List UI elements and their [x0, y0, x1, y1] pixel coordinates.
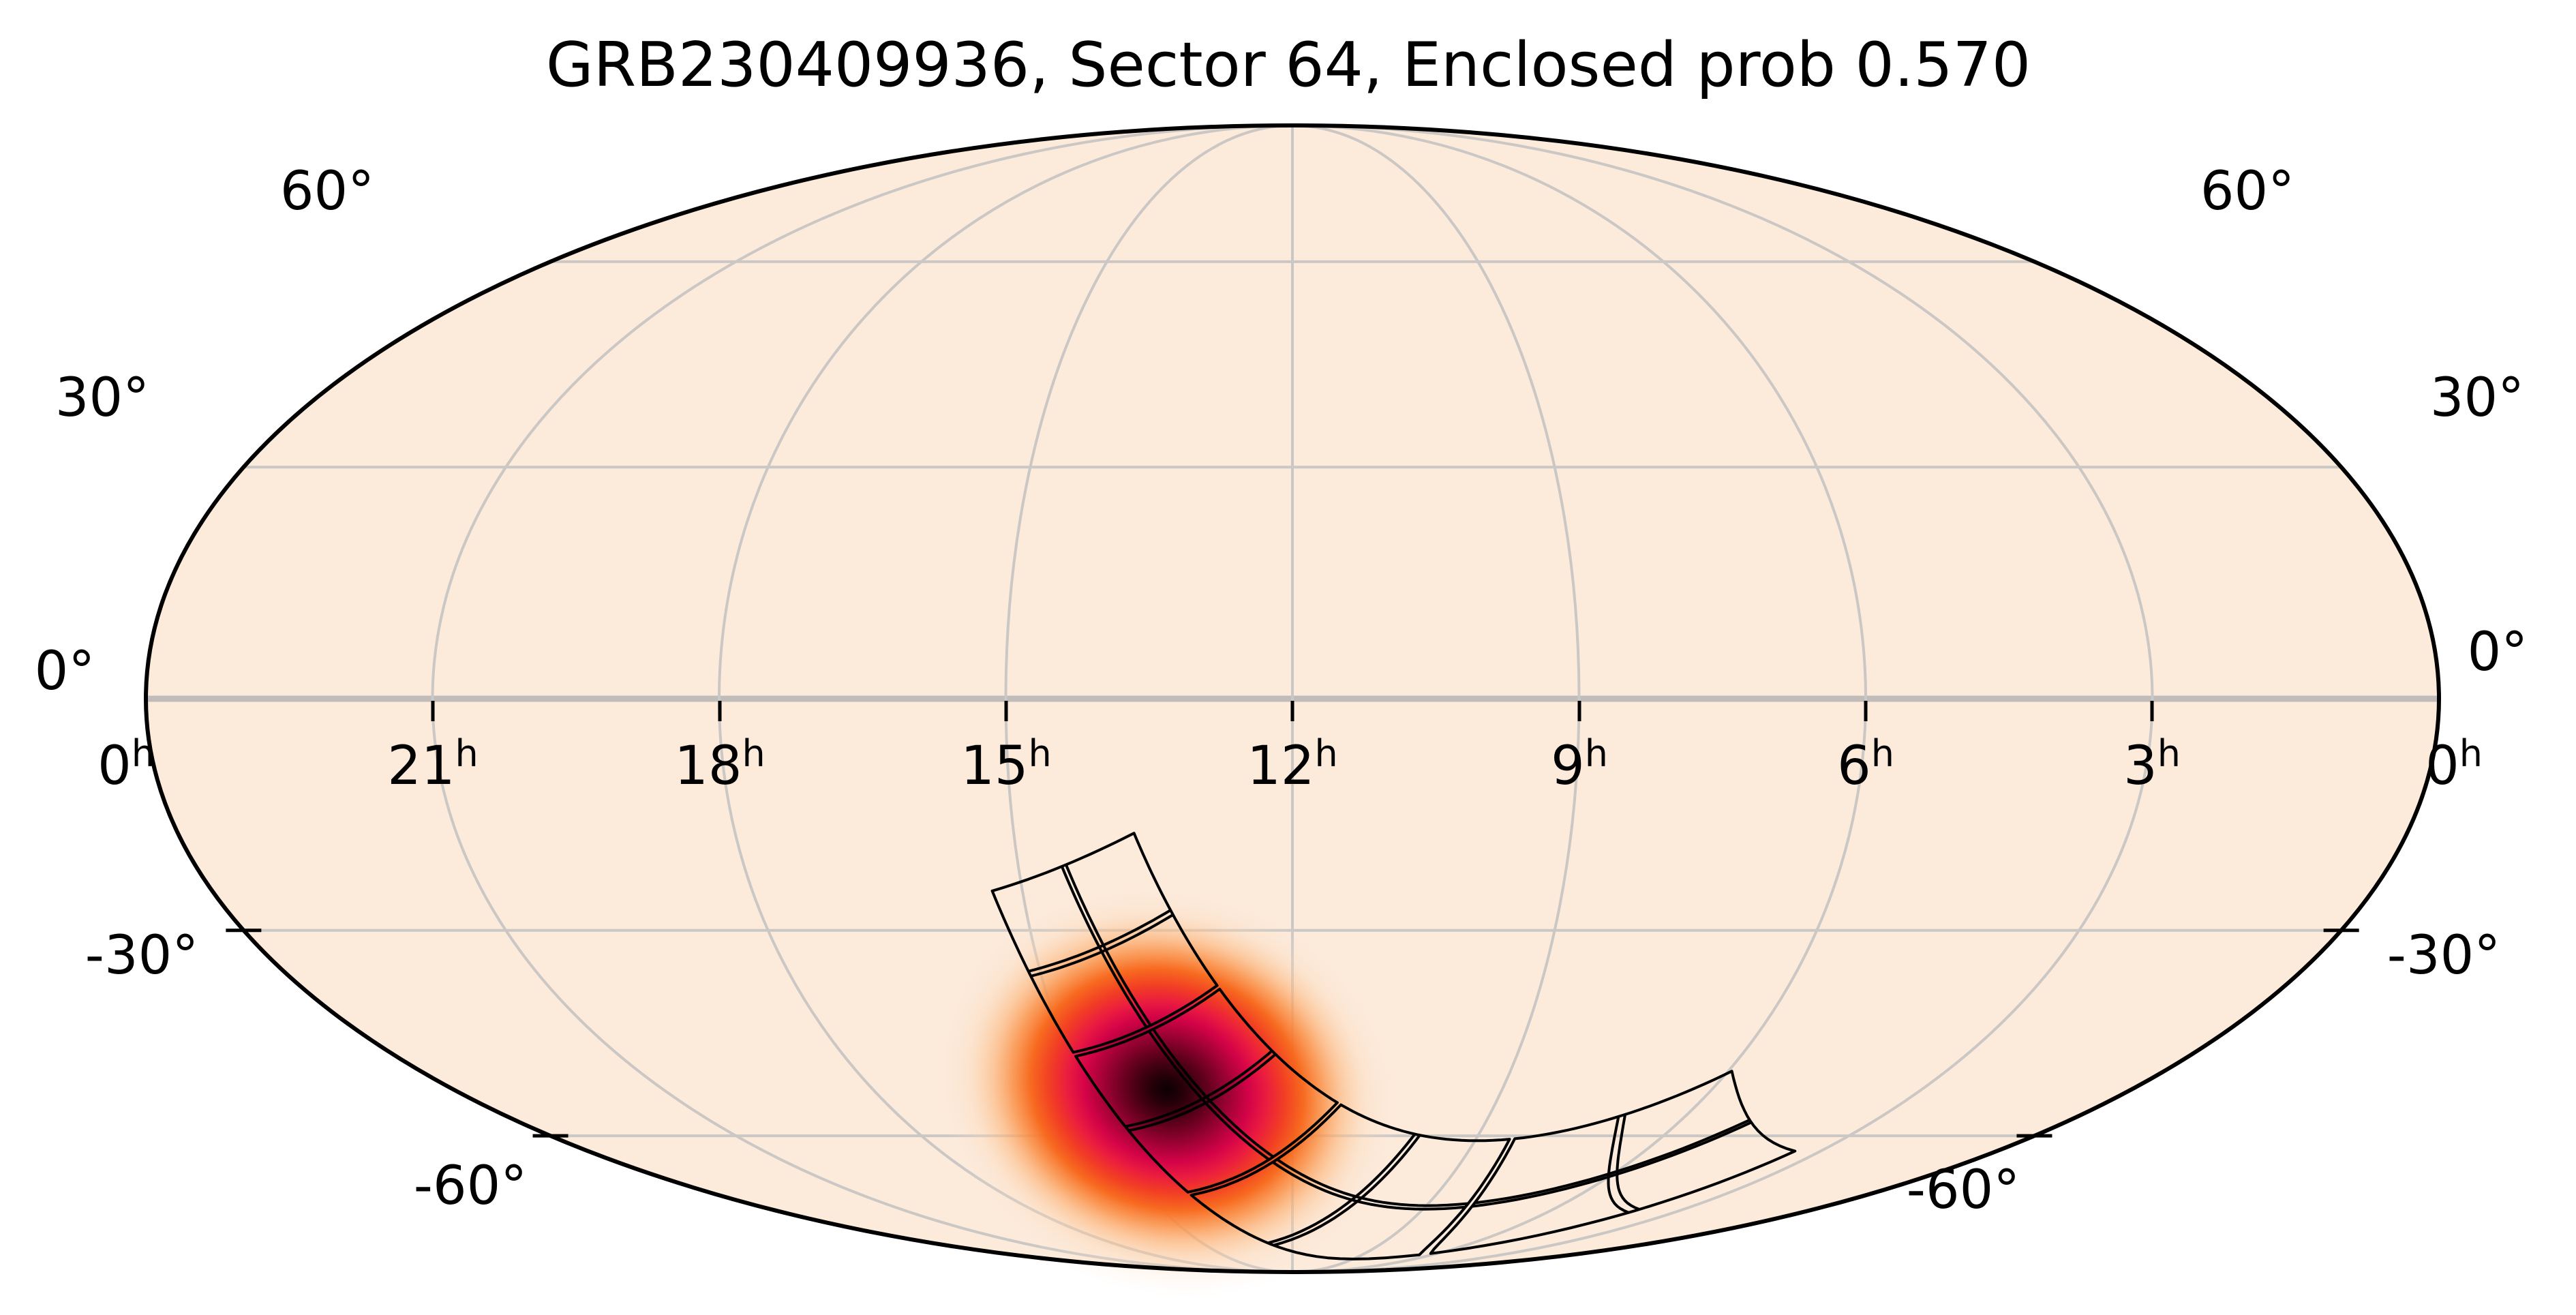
dec-tick-label: -30°: [2387, 925, 2500, 986]
ccd-divider-cross-cam2: [1125, 1049, 1273, 1128]
meridian-3h: [1292, 124, 2154, 1273]
ra-tick-label: 6h: [1837, 732, 1894, 797]
ccd-divider-cross-cam3: [1267, 1133, 1416, 1245]
ccd-divider-along-cam3: [1272, 1161, 1466, 1211]
dec-tick-label: -60°: [414, 1155, 527, 1217]
dec-ticks: [226, 928, 2359, 1138]
tess-footprint: [990, 832, 1797, 1260]
dec-tick-label: 30°: [55, 367, 149, 429]
meridian-9h: [1292, 124, 1581, 1273]
ra-ticks: [431, 701, 2154, 721]
dec-tick-label: 60°: [280, 161, 374, 222]
ccd-divider-along-cam2: [1152, 1028, 1275, 1158]
dec-labels: 60° 30° 0° -30° -60° 60° 30° 0° -30° -60°: [35, 161, 2528, 1221]
ccd-divider-along-cam1: [1065, 864, 1152, 1027]
dec-tick-label: 0°: [35, 641, 95, 702]
ccd-divider-cross-cam1: [1028, 909, 1172, 973]
meridian-6h: [1292, 124, 1867, 1273]
dec-tick-label: 30°: [2430, 367, 2524, 429]
tess-camera-1: [990, 832, 1219, 1054]
ra-tick-label: 0h: [97, 732, 155, 797]
ccd-divider-cross-cam3: [1273, 1134, 1421, 1247]
ccd-divider-cross-cam1: [1030, 913, 1174, 978]
ra-tick-label: 3h: [2123, 732, 2181, 797]
chart-title: GRB230409936, Sector 64, Enclosed prob 0…: [546, 29, 2031, 101]
ccd-divider-along-cam1: [1060, 866, 1148, 1029]
meridian-21h: [431, 124, 1293, 1273]
tess-camera-4: [1429, 1070, 1797, 1255]
ccd-divider-along-cam4: [1474, 1119, 1751, 1205]
ccd-divider-along-cam3: [1276, 1158, 1468, 1207]
ra-tick-label: 15h: [960, 732, 1052, 797]
ra-tick-label: 12h: [1247, 732, 1338, 797]
dec-tick-label: 60°: [2200, 161, 2294, 222]
ra-labels: 0h 21h 18h 15h 12h 9h 6h 3h 0h: [97, 732, 2483, 797]
ra-tick-label: 9h: [1551, 732, 1608, 797]
ra-tick-label: 0h: [2425, 732, 2483, 797]
dec-tick-label: 0°: [2468, 622, 2528, 683]
ra-tick-label: 21h: [387, 732, 479, 797]
probability-blob: [931, 881, 1403, 1298]
ra-tick-label: 18h: [674, 732, 766, 797]
dec-tick-label: -60°: [1907, 1160, 2020, 1221]
dec-tick-label: -30°: [85, 925, 198, 986]
map-outline: [144, 123, 2441, 1274]
tess-camera-3: [1189, 1103, 1511, 1260]
ccd-divider-cross-cam2: [1128, 1053, 1277, 1132]
ccd-divider-along-cam4: [1472, 1121, 1752, 1208]
ccd-divider-along-cam2: [1148, 1030, 1270, 1161]
tess-camera-2: [1074, 987, 1339, 1194]
